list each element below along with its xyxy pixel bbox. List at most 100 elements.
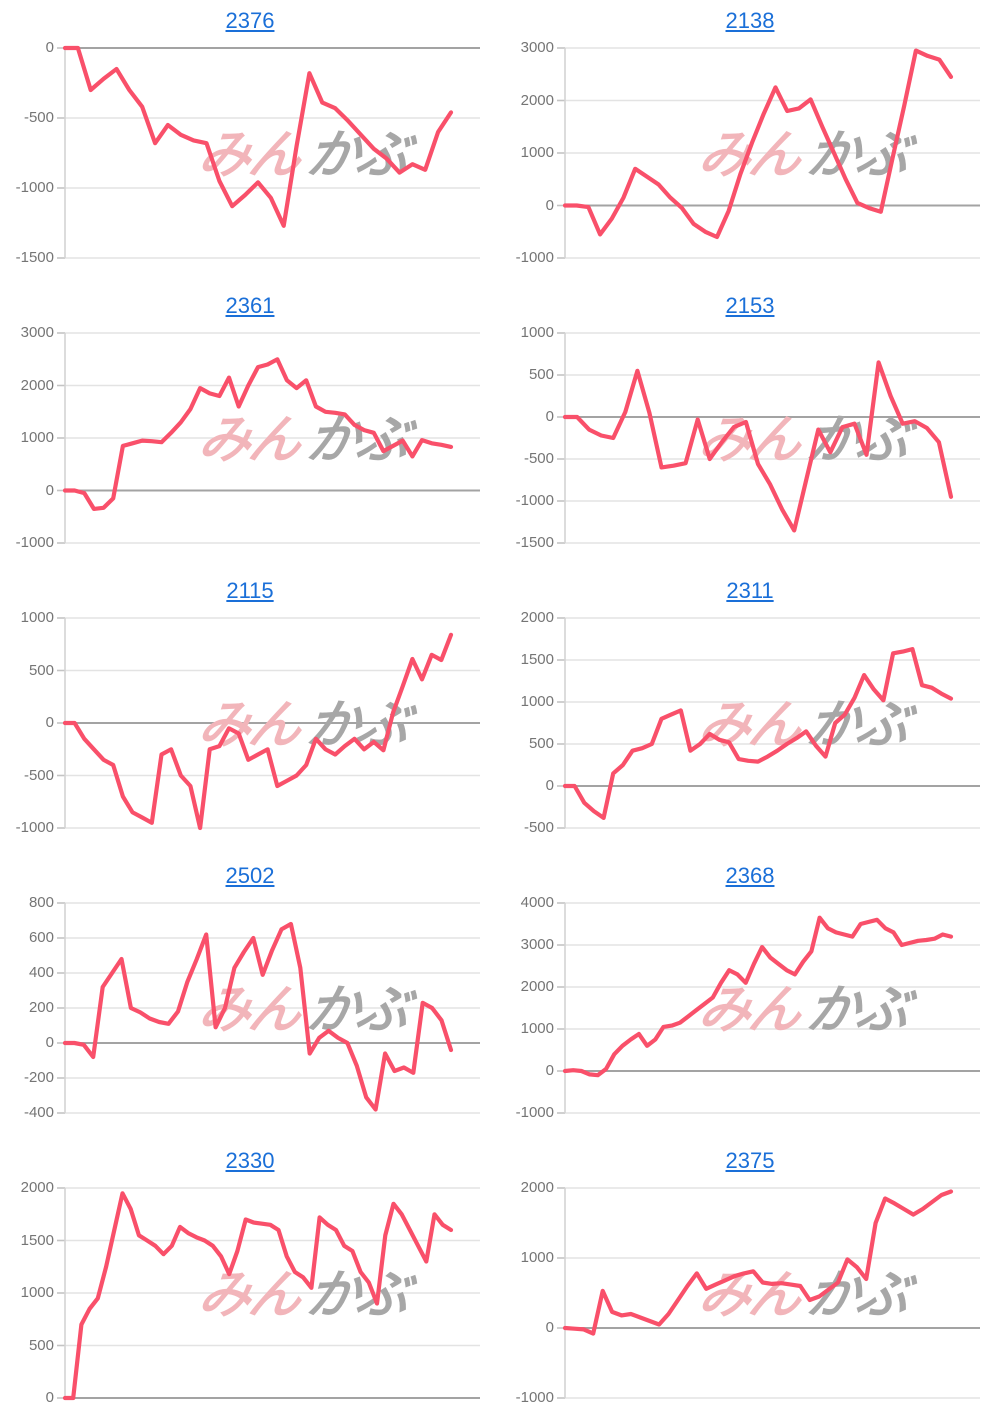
y-tick-label: -500 [523,450,554,467]
grid-layer [557,617,980,829]
chart-title-link-2330[interactable]: 2330 [225,1148,275,1173]
series-layer [62,632,454,831]
performance-line [62,1191,454,1401]
y-tick-label: 500 [528,735,554,752]
chart-title-link-2368[interactable]: 2368 [725,863,775,888]
y-tick-label: -1000 [515,492,554,509]
y-tick-label: 0 [45,39,54,56]
series-layer [562,48,954,240]
chart-card-2502: 2502 800 600 400 200 0 -200 -400 みんかぶ [0,855,500,1140]
performance-line [562,48,954,240]
y-tick-label: 500 [28,1336,54,1354]
chart-card-2138: 2138 3000 2000 1000 0 -1000 みんかぶ [500,0,1000,285]
y-tick-label: 0 [45,714,54,731]
y-tick-label: 800 [28,894,54,911]
chart-plot-area: 1000 500 0 -500 -1000 みんかぶ [0,608,500,844]
y-tick-label: -500 [23,109,54,126]
y-tick-label: 3000 [520,39,554,56]
y-tick-label: -1000 [515,1104,554,1121]
y-tick-label: 0 [45,481,54,499]
performance-line [562,1189,954,1336]
grid-layer [57,1187,480,1399]
chart-plot-area: 1000 500 0 -500 -1000 -1500 みんかぶ [500,323,1000,559]
series-layer [562,915,954,1078]
y-tick-label: 1000 [20,1284,54,1301]
chart-title-link-2375[interactable]: 2375 [725,1148,775,1173]
y-tick-label: -1000 [15,819,54,836]
y-tick-label: 1000 [520,1020,554,1037]
chart-title-row: 2330 [0,1146,500,1178]
y-tick-label: 3000 [520,936,554,953]
chart-card-2375: 2375 2000 1000 0 -1000 みんかぶ [500,1140,1000,1425]
chart-card-2361: 2361 3000 2000 1000 0 -1000 みんかぶ [0,285,500,570]
y-tick-label: -1000 [15,534,54,551]
performance-line [62,357,454,511]
chart-card-2368: 2368 4000 3000 2000 1000 0 -1000 みんかぶ [500,855,1000,1140]
chart-plot-area: 3000 2000 1000 0 -1000 みんかぶ [500,38,1000,274]
grid-layer [557,902,980,1114]
y-tick-label: 0 [545,1062,554,1079]
performance-line [562,915,954,1078]
chart-plot-area: 2000 1500 1000 500 0 みんかぶ [0,1178,500,1414]
y-tick-label: -500 [523,819,554,836]
chart-title-row: 2376 [0,6,500,38]
chart-plot-area: 3000 2000 1000 0 -1000 みんかぶ [0,323,500,559]
grid-layer [557,1187,980,1399]
chart-title-link-2502[interactable]: 2502 [225,863,275,888]
chart-title-row: 2311 [500,576,1000,608]
chart-title-link-2153[interactable]: 2153 [725,293,775,318]
grid-layer [57,47,480,259]
y-tick-label: -1500 [515,534,554,551]
chart-title-row: 2368 [500,861,1000,893]
y-tick-label: 4000 [520,894,554,911]
chart-plot-area: 4000 3000 2000 1000 0 -1000 みんかぶ [500,893,1000,1129]
chart-title-row: 2502 [0,861,500,893]
chart-card-2376: 2376 0 -500 -1000 -1500 みんかぶ [0,0,500,285]
y-tick-label: -500 [23,766,54,784]
y-tick-label: 2000 [520,978,554,995]
chart-title-row: 2361 [0,291,500,323]
chart-title-link-2361[interactable]: 2361 [225,293,275,318]
chart-card-2153: 2153 1000 500 0 -500 -1000 -1500 みんかぶ [500,285,1000,570]
chart-card-2115: 2115 1000 500 0 -500 -1000 みんかぶ [0,570,500,855]
chart-title-row: 2138 [500,6,1000,38]
y-tick-label: -1000 [515,249,554,266]
chart-title-link-2376[interactable]: 2376 [225,8,275,33]
y-tick-label: 1000 [20,609,54,626]
y-tick-label: 1000 [20,429,54,446]
series-layer [562,360,954,533]
y-tick-label: 1000 [520,1249,554,1266]
y-tick-label: 2000 [520,91,554,109]
series-layer [62,45,454,228]
y-tick-label: 400 [28,964,54,981]
grid-layer [57,617,480,829]
grid-layer [57,332,480,544]
series-layer [562,646,954,820]
y-tick-label: -200 [23,1069,54,1086]
y-tick-label: 1000 [520,144,554,161]
performance-line [62,921,454,1112]
grid-layer [557,47,980,259]
grid-layer [57,902,480,1114]
y-tick-label: 2000 [520,609,554,626]
performance-line [62,632,454,831]
y-tick-label: 0 [45,1034,54,1051]
y-tick-label: -400 [23,1104,54,1121]
y-tick-label: 2000 [20,1179,54,1196]
chart-title-link-2138[interactable]: 2138 [725,8,775,33]
performance-line [62,45,454,228]
y-tick-label: -1500 [15,249,54,266]
y-tick-label: 2000 [520,1179,554,1196]
chart-title-link-2311[interactable]: 2311 [726,578,774,603]
y-tick-label: 3000 [20,324,54,341]
series-layer [62,1191,454,1401]
chart-plot-area: 0 -500 -1000 -1500 みんかぶ [0,38,500,274]
chart-title-link-2115[interactable]: 2115 [226,578,274,603]
y-tick-label: -1000 [15,179,54,196]
y-tick-label: 0 [545,1319,554,1336]
chart-card-2311: 2311 2000 1500 1000 500 0 -500 みんかぶ [500,570,1000,855]
y-tick-label: 0 [545,777,554,794]
performance-line [562,646,954,820]
y-tick-label: 1500 [20,1231,54,1249]
